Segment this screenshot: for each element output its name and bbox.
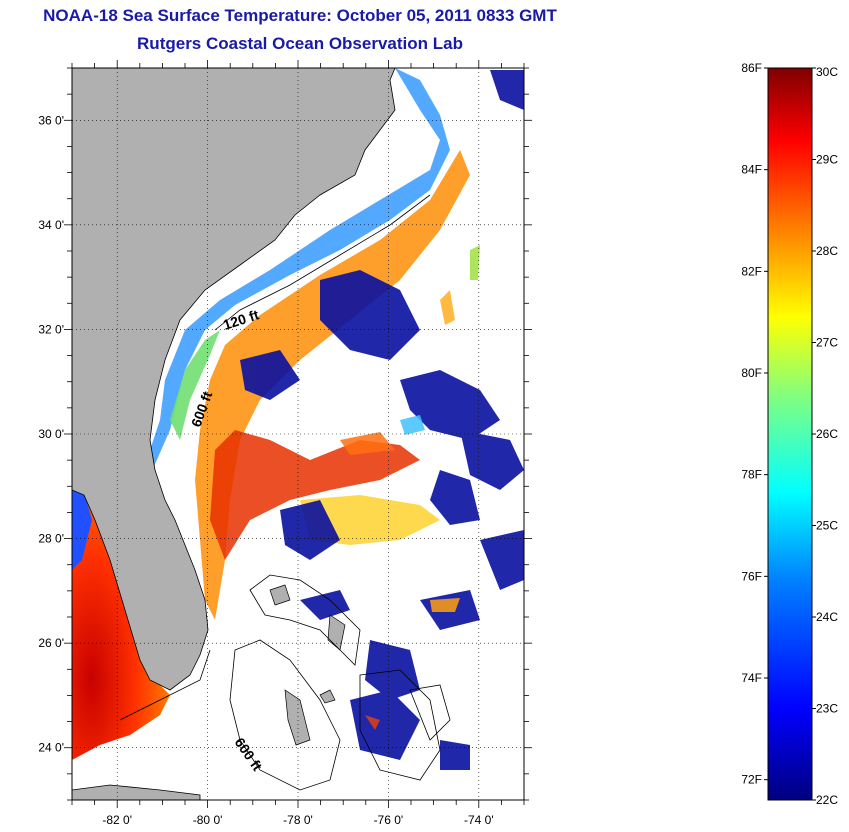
lat-tick-label: 26 0' [38, 636, 64, 650]
gulf-stream-warm-band [195, 150, 470, 620]
fahrenheit-label: 72F [741, 773, 762, 787]
gulf-blue-strip [72, 490, 92, 570]
cold-sst-patches [240, 70, 524, 770]
map-area [72, 68, 524, 800]
latitude-labels: 24 0' 26 0' 28 0' 30 0' 32 0' 34 0' 36 0' [38, 113, 64, 754]
land-bahamas [269, 584, 346, 746]
map-title: NOAA-18 Sea Surface Temperature: October… [43, 6, 557, 25]
lon-tick-label: -82 0' [102, 813, 132, 827]
fahrenheit-label: 76F [741, 569, 762, 583]
gulf-stream-red-core [210, 430, 420, 560]
fahrenheit-label: 80F [741, 366, 762, 380]
bathymetry-contours [119, 194, 451, 791]
lon-tick-label: -74 0' [464, 813, 494, 827]
celsius-label: 24C [816, 610, 838, 624]
fahrenheit-label: 86F [741, 61, 762, 75]
land-mainland [72, 68, 396, 691]
celsius-label: 26C [816, 427, 838, 441]
celsius-label: 22C [816, 793, 838, 807]
fahrenheit-label: 84F [741, 163, 762, 177]
celsius-label: 30C [816, 65, 838, 79]
lon-tick-label: -78 0' [283, 813, 313, 827]
lat-tick-label: 30 0' [38, 427, 64, 441]
map-ticks [64, 60, 532, 808]
lat-tick-label: 34 0' [38, 218, 64, 232]
lat-tick-label: 24 0' [38, 741, 64, 755]
colorbar-ticks [764, 67, 816, 801]
lon-tick-label: -76 0' [374, 813, 404, 827]
colorbar-celsius-labels: 30C 29C 28C 27C 26C 25C 24C 23C 22C [816, 65, 838, 807]
celsius-label: 25C [816, 519, 838, 533]
lat-tick-label: 32 0' [38, 322, 64, 336]
longitude-labels: -82 0' -80 0' -78 0' -76 0' -74 0' [102, 813, 493, 827]
celsius-label: 28C [816, 244, 838, 258]
fahrenheit-label: 74F [741, 671, 762, 685]
lon-tick-label: -80 0' [193, 813, 223, 827]
celsius-label: 23C [816, 702, 838, 716]
fahrenheit-label: 78F [741, 468, 762, 482]
land-cuba [72, 784, 201, 800]
coastal-green-band [170, 330, 220, 440]
colorbar-fahrenheit-labels: 86F 84F 82F 80F 78F 76F 74F 72F [741, 61, 762, 787]
mixed-sst-flecks [340, 245, 480, 730]
celsius-label: 27C [816, 336, 838, 350]
celsius-label: 29C [816, 153, 838, 167]
fahrenheit-label: 82F [741, 264, 762, 278]
sst-colorbar [767, 67, 813, 801]
map-subtitle: Rutgers Coastal Ocean Observation Lab [137, 34, 463, 53]
map-gridlines [72, 68, 524, 800]
lat-tick-label: 28 0' [38, 532, 64, 546]
gulf-of-mexico-sst [72, 490, 170, 760]
lat-tick-label: 36 0' [38, 113, 64, 127]
